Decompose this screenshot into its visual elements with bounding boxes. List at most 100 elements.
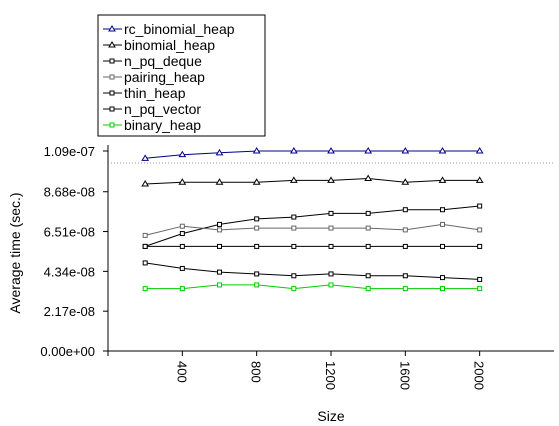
legend-marker [109, 74, 115, 80]
data-point [254, 271, 260, 277]
data-point [291, 243, 297, 249]
legend-entry: thin_heap [103, 85, 186, 101]
series-pairing_heap [142, 221, 483, 238]
data-point [328, 282, 334, 288]
legend-entry: binary_heap [103, 117, 201, 133]
series-thin_heap [142, 243, 483, 249]
data-point [217, 269, 222, 275]
data-point [178, 178, 187, 185]
x-tick-label: 2000 [472, 361, 487, 390]
data-point [178, 150, 187, 158]
data-point [477, 243, 483, 249]
data-point [215, 148, 224, 156]
data-point [328, 210, 334, 216]
data-point [327, 176, 335, 183]
data-point [438, 176, 447, 183]
data-point [477, 203, 483, 209]
legend-marker [109, 106, 115, 112]
data-point [365, 273, 371, 279]
data-point [254, 225, 260, 231]
data-point [365, 243, 371, 249]
data-point [402, 286, 408, 292]
y-tick-label: 4.34e-08 [44, 264, 95, 279]
data-point [179, 223, 185, 229]
data-point [179, 243, 185, 249]
data-point [477, 227, 483, 233]
data-point [142, 232, 148, 238]
data-point [291, 273, 297, 279]
data-point [440, 243, 445, 249]
data-point [440, 207, 445, 213]
data-point [364, 174, 373, 182]
data-point [440, 286, 445, 292]
y-tick-label: 0.00e+00 [40, 344, 95, 359]
data-point [402, 273, 408, 279]
legend-entry: n_pq_vector [103, 101, 201, 117]
y-axis-label: Average time (sec.) [7, 192, 23, 313]
data-point [291, 286, 297, 292]
data-point [289, 147, 298, 154]
data-point [475, 176, 484, 183]
data-point [217, 227, 222, 233]
data-point [365, 286, 371, 292]
data-point [401, 178, 410, 185]
legend-label: binomial_heap [124, 37, 215, 53]
data-point [402, 207, 408, 213]
legend-entry: rc_binomial_heap [103, 21, 235, 37]
x-tick-label: 800 [249, 361, 264, 383]
data-point [440, 221, 445, 227]
legend-entry: n_pq_deque [103, 53, 202, 69]
data-point [179, 265, 185, 271]
data-point [328, 243, 334, 249]
data-point [475, 147, 484, 154]
data-point [254, 216, 260, 222]
legend-marker [109, 122, 115, 128]
legend-label: thin_heap [124, 85, 186, 101]
legend-label: n_pq_vector [124, 101, 201, 117]
data-point [141, 154, 150, 161]
y-ticks: 0.00e+00 2.17e-08 4.34e-08 6.51e-08 8.68e-08… [40, 144, 108, 359]
data-point [328, 225, 334, 231]
series-line [145, 205, 480, 247]
series-n_pq_vector [142, 260, 483, 282]
data-point [291, 225, 297, 231]
legend-marker [108, 41, 116, 48]
data-point [215, 178, 224, 185]
x-tick-label: 1600 [397, 361, 412, 390]
series-binomial_heap [141, 174, 484, 187]
data-point [328, 271, 334, 277]
y-tick-label: 2.17e-08 [44, 304, 95, 319]
legend-label: rc_binomial_heap [124, 21, 235, 37]
data-point [179, 286, 185, 292]
legend-entry: pairing_heap [103, 69, 205, 85]
data-point [217, 243, 222, 249]
data-point [252, 178, 261, 185]
y-tick-label: 8.68e-08 [44, 185, 95, 200]
series-line [145, 284, 480, 290]
legend-entry: binomial_heap [103, 37, 215, 53]
y-tick-label: 6.51e-08 [44, 225, 95, 240]
data-point [252, 147, 261, 154]
data-point [289, 176, 298, 183]
data-point [477, 276, 483, 282]
series-line [145, 177, 480, 185]
legend-marker [108, 25, 116, 32]
data-point [217, 221, 222, 227]
data-point [440, 275, 445, 281]
x-ticks: 400 800 1200 1600 2000 [107, 351, 487, 390]
legend-label: pairing_heap [124, 69, 205, 85]
y-tick-label: 1.09e-07 [44, 144, 95, 159]
legend: rc_binomial_heapbinomial_heapn_pq_dequep… [103, 21, 235, 133]
data-point [438, 147, 447, 154]
data-point [291, 214, 297, 220]
data-point [401, 147, 410, 154]
data-point [402, 243, 408, 249]
data-point [142, 243, 148, 249]
series-binary_heap [142, 282, 483, 292]
data-point [364, 147, 373, 154]
x-axis-label: Size [317, 408, 344, 424]
x-tick-label: 400 [174, 361, 189, 383]
series-line [145, 150, 480, 159]
data-point [179, 231, 185, 237]
